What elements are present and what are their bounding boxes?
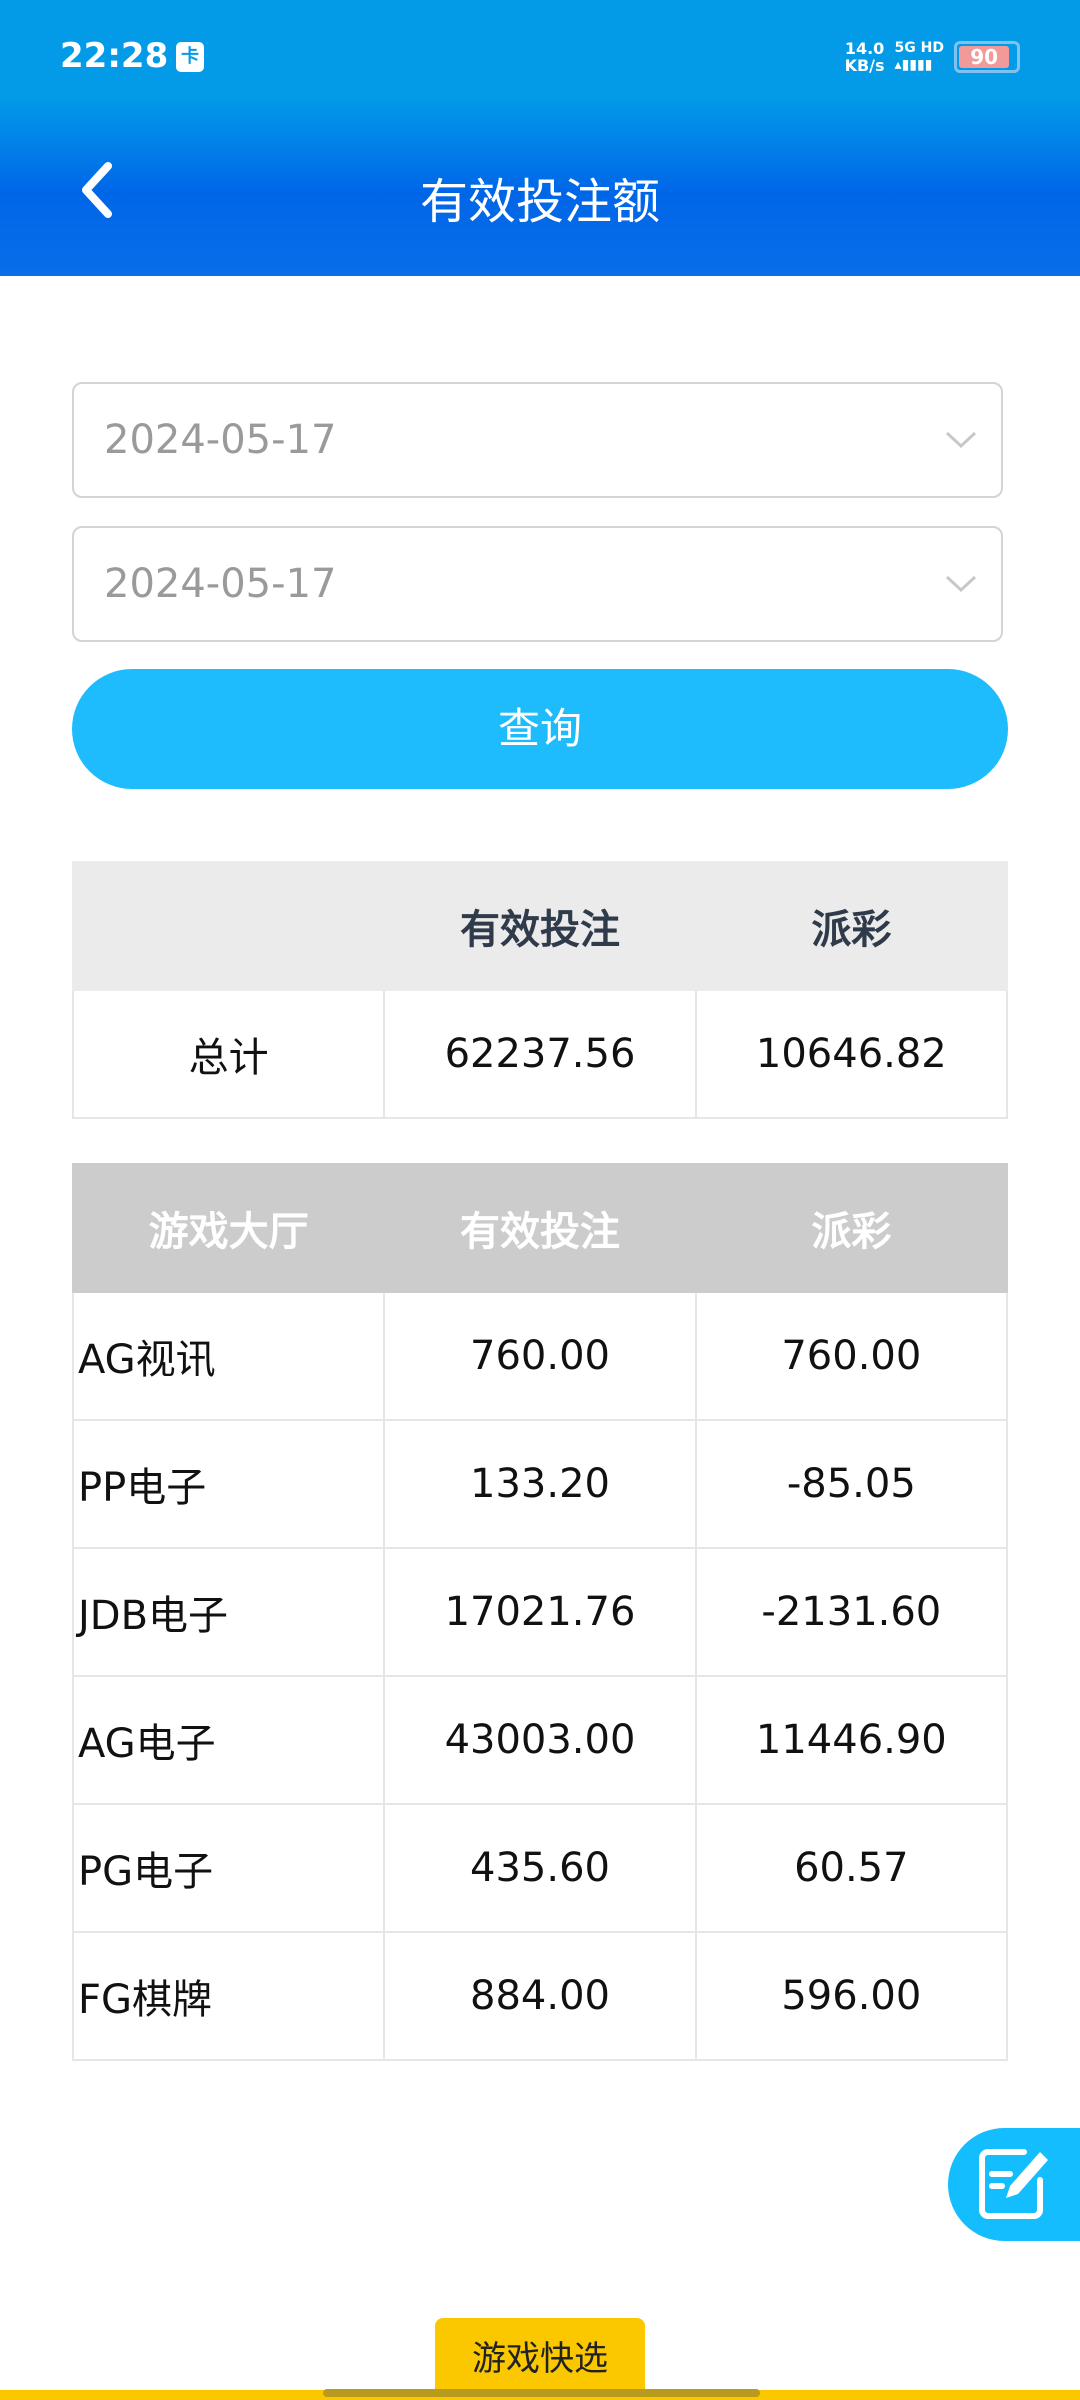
hall-name: PG电子 <box>71 1803 386 1933</box>
table-row: FG棋牌 884.00 596.00 <box>71 1931 1009 2061</box>
hall-name: JDB电子 <box>71 1547 386 1677</box>
page-title: 有效投注额 <box>419 174 660 230</box>
signal-icon: 5G HD ▴▮▮▮▮ <box>894 40 944 73</box>
game-quick-select-tab[interactable]: 游戏快选 <box>435 2318 645 2400</box>
edit-fab-button[interactable] <box>948 2128 1080 2241</box>
app-header: 22:28 卡 14.0 KB/s 5G HD ▴▮▮▮▮ 90 有效投注额 <box>0 0 1080 276</box>
column-header: 派彩 <box>694 861 1009 991</box>
start-date-select[interactable]: 2024-05-17 <box>72 382 1003 498</box>
status-time: 22:28 <box>60 36 169 76</box>
edit-note-icon <box>979 2149 1048 2219</box>
table-row: PG电子 435.60 60.57 <box>71 1803 1009 1933</box>
table-row: AG电子 43003.00 11446.90 <box>71 1675 1009 1805</box>
column-header: 有效投注 <box>383 861 697 991</box>
status-bar: 22:28 卡 14.0 KB/s 5G HD ▴▮▮▮▮ 90 <box>60 32 1020 82</box>
payout: 760.00 <box>694 1291 1009 1421</box>
total-payout: 10646.82 <box>694 989 1009 1119</box>
payout: 60.57 <box>694 1803 1009 1933</box>
column-header: 派彩 <box>694 1163 1009 1293</box>
summary-table: 有效投注 派彩 总计 62237.56 10646.82 <box>71 861 1009 1119</box>
valid-bet: 133.20 <box>383 1419 697 1549</box>
valid-bet: 435.60 <box>383 1803 697 1933</box>
sim-card-icon: 卡 <box>176 42 204 72</box>
battery-icon: 90 <box>954 41 1020 73</box>
payout: -2131.60 <box>694 1547 1009 1677</box>
hall-name: AG电子 <box>71 1675 386 1805</box>
chevron-down-icon <box>945 575 977 593</box>
hall-name: PP电子 <box>71 1419 386 1549</box>
valid-bet: 43003.00 <box>383 1675 697 1805</box>
payout: -85.05 <box>694 1419 1009 1549</box>
chevron-down-icon <box>945 431 977 449</box>
valid-bet: 17021.76 <box>383 1547 697 1677</box>
query-button[interactable]: 查询 <box>72 669 1008 789</box>
network-speed: 14.0 KB/s <box>844 39 885 75</box>
hall-name: AG视讯 <box>71 1291 386 1421</box>
hall-name: FG棋牌 <box>71 1931 386 2061</box>
table-row: PP电子 133.20 -85.05 <box>71 1419 1009 1549</box>
payout: 596.00 <box>694 1931 1009 2061</box>
back-button[interactable] <box>78 160 118 220</box>
total-label: 总计 <box>71 989 386 1119</box>
total-bet: 62237.56 <box>383 989 697 1119</box>
chevron-left-icon <box>82 162 112 218</box>
column-header: 游戏大厅 <box>71 1163 386 1293</box>
end-date-select[interactable]: 2024-05-17 <box>72 526 1003 642</box>
valid-bet: 884.00 <box>383 1931 697 2061</box>
table-row: AG视讯 760.00 760.00 <box>71 1291 1009 1421</box>
valid-bet: 760.00 <box>383 1291 697 1421</box>
end-date-value: 2024-05-17 <box>104 561 337 607</box>
payout: 11446.90 <box>694 1675 1009 1805</box>
home-indicator[interactable] <box>323 2389 760 2397</box>
column-header: 有效投注 <box>383 1163 697 1293</box>
total-row: 总计 62237.56 10646.82 <box>71 989 1009 1119</box>
details-table: 游戏大厅 有效投注 派彩 AG视讯 760.00 760.00 PP电子 133.20 -85… <box>71 1163 1009 2061</box>
column-header <box>71 861 386 991</box>
table-row: JDB电子 17021.76 -2131.60 <box>71 1547 1009 1677</box>
start-date-value: 2024-05-17 <box>104 417 337 463</box>
